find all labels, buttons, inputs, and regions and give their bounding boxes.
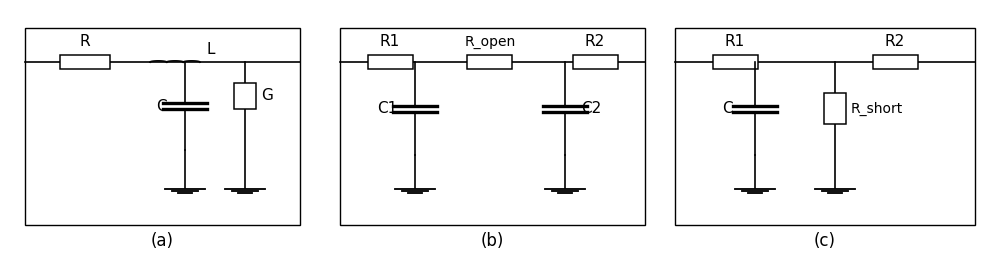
Bar <box>25 28 300 225</box>
Text: R_open: R_open <box>464 34 516 49</box>
Bar <box>368 55 413 69</box>
Text: R2: R2 <box>885 34 905 49</box>
Text: C2: C2 <box>581 101 601 116</box>
Bar <box>675 28 975 225</box>
Text: (c): (c) <box>814 232 836 250</box>
Text: C: C <box>722 101 733 116</box>
Text: L: L <box>206 42 214 57</box>
Bar <box>467 55 512 69</box>
Bar <box>572 55 618 69</box>
Bar <box>340 28 645 225</box>
Bar <box>60 55 110 69</box>
Bar <box>872 55 918 69</box>
Text: (b): (b) <box>481 232 504 250</box>
Text: R2: R2 <box>585 34 605 49</box>
Bar <box>234 83 256 109</box>
Text: R: R <box>80 34 90 49</box>
Bar <box>712 55 758 69</box>
Text: R1: R1 <box>380 34 400 49</box>
Text: (a): (a) <box>151 232 174 250</box>
Bar <box>824 93 846 124</box>
Text: C1: C1 <box>377 101 397 116</box>
Text: C: C <box>156 99 167 114</box>
Text: R_short: R_short <box>851 102 903 116</box>
Text: R1: R1 <box>725 34 745 49</box>
Text: G: G <box>261 88 273 103</box>
